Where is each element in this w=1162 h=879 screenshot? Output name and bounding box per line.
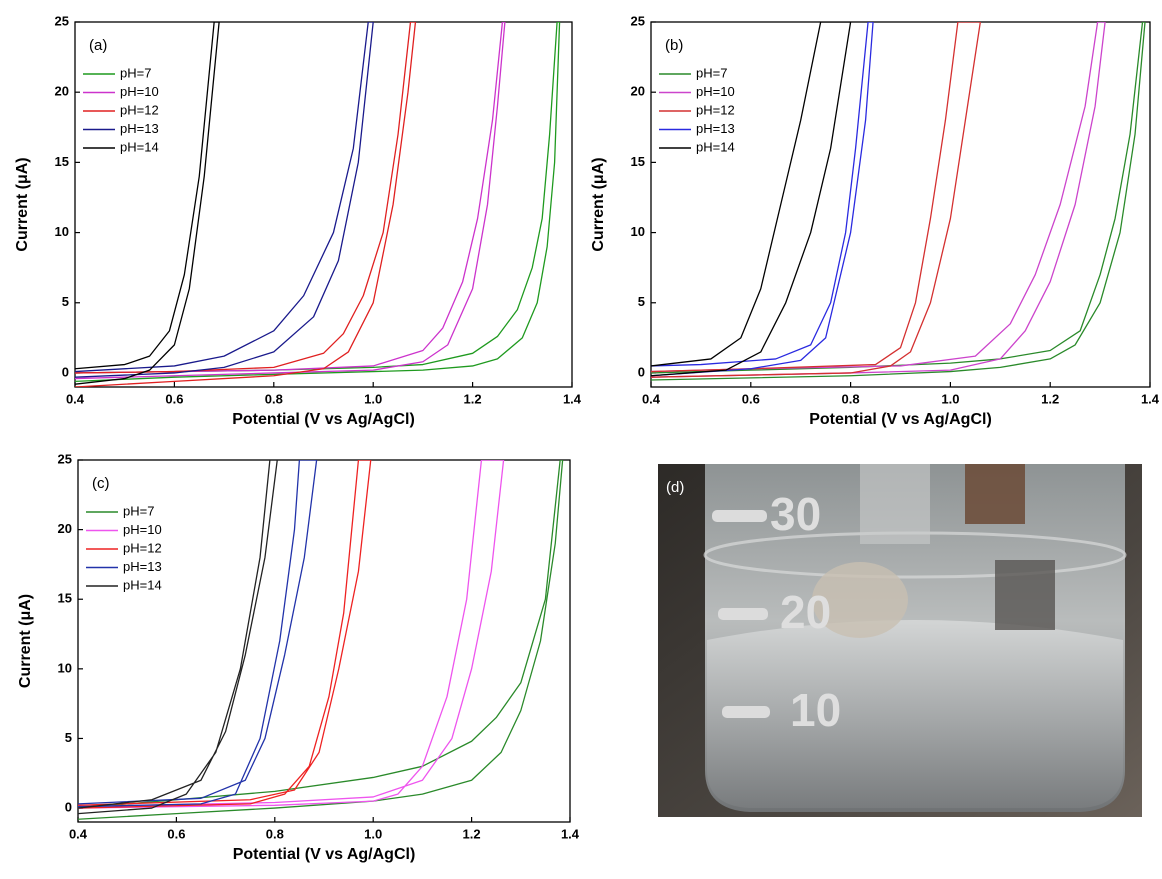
x-tick-label: 1.4 — [1141, 391, 1160, 406]
y-tick-label: 5 — [65, 730, 72, 745]
legend-label: pH=13 — [123, 559, 162, 574]
legend-label: pH=13 — [696, 121, 735, 136]
legend-label: pH=10 — [123, 522, 162, 537]
data-line — [651, 22, 1146, 381]
x-tick-label: 1.0 — [941, 391, 959, 406]
data-line — [651, 22, 852, 377]
data-line — [75, 22, 374, 378]
panel: 0.4 0.6 0.8 1.0 1.2 1.4 0 5 10 15 20 25 Potential (V… — [17, 451, 580, 863]
y-tick-label: 10 — [55, 224, 69, 239]
legend-label: pH=7 — [123, 503, 154, 518]
x-tick-label: 0.4 — [66, 391, 85, 406]
data-line — [75, 22, 220, 385]
legend-label: pH=14 — [120, 139, 159, 154]
y-tick-label: 25 — [55, 13, 69, 28]
legend-label: pH=12 — [123, 540, 162, 555]
graduation-label: 20 — [780, 586, 831, 638]
y-tick-label: 20 — [631, 84, 645, 99]
x-tick-label: 0.8 — [265, 391, 283, 406]
data-line — [651, 22, 874, 377]
y-tick-label: 10 — [631, 224, 645, 239]
data-line — [78, 460, 278, 815]
photo: 30 20 10 (d) — [658, 464, 1142, 817]
graduation — [712, 510, 767, 522]
series-group — [651, 22, 1146, 381]
y-tick-label: 15 — [55, 154, 69, 169]
x-tick-label: 1.4 — [561, 826, 580, 841]
solution — [707, 620, 1123, 808]
y-tick-label: 25 — [631, 13, 645, 28]
graduation-label: 10 — [790, 684, 841, 736]
data-line — [75, 22, 561, 383]
panel-label: (c) — [92, 475, 110, 492]
y-tick-label: 25 — [58, 451, 72, 466]
legend-label: pH=13 — [120, 121, 159, 136]
x-tick-label: 0.8 — [842, 391, 860, 406]
y-tick-label: 0 — [65, 800, 72, 815]
y-axis-title: Current (μA) — [17, 594, 34, 688]
data-line — [78, 460, 564, 820]
legend-label: pH=10 — [120, 84, 159, 99]
electrode — [812, 562, 908, 638]
electrode-holder — [860, 464, 930, 544]
y-tick-label: 5 — [638, 294, 645, 309]
x-tick-label: 0.6 — [167, 826, 185, 841]
graduation — [722, 706, 770, 718]
x-tick-label: 0.8 — [266, 826, 284, 841]
y-tick-label: 10 — [58, 660, 72, 675]
y-tick-label: 0 — [62, 364, 69, 379]
panel-label: (d) — [666, 479, 684, 496]
x-tick-label: 1.2 — [464, 391, 482, 406]
legend-label: pH=12 — [696, 102, 735, 117]
panel: 0.4 0.6 0.8 1.0 1.2 1.4 0 5 10 15 20 25 Potential (V… — [14, 13, 582, 428]
plot-frame — [77, 459, 571, 823]
x-tick-label: 1.4 — [563, 391, 582, 406]
x-tick-label: 0.4 — [69, 826, 88, 841]
data-line — [78, 460, 318, 808]
y-axis-title: Current (μA) — [590, 157, 607, 251]
y-tick-label: 15 — [58, 591, 72, 606]
series-group — [75, 22, 561, 387]
x-axis-title: Potential (V vs Ag/AgCl) — [233, 846, 416, 863]
x-axis-title: Potential (V vs Ag/AgCl) — [232, 411, 415, 428]
data-line — [78, 460, 505, 809]
panel: 0.4 0.6 0.8 1.0 1.2 1.4 0 5 10 15 20 25 Potential (V… — [590, 13, 1160, 428]
data-line — [75, 22, 506, 380]
y-tick-label: 15 — [631, 154, 645, 169]
legend-label: pH=10 — [696, 84, 735, 99]
x-tick-label: 0.6 — [742, 391, 760, 406]
y-tick-label: 20 — [58, 521, 72, 536]
clip — [965, 464, 1025, 524]
y-axis-title: Current (μA) — [14, 157, 31, 251]
graduation — [718, 608, 768, 620]
panel-label: (b) — [665, 37, 683, 54]
panel-label: (a) — [89, 37, 107, 54]
data-line — [651, 22, 1106, 378]
data-line — [651, 22, 981, 378]
legend-label: pH=7 — [696, 65, 727, 80]
x-tick-label: 1.0 — [364, 391, 382, 406]
legend-label: pH=14 — [696, 139, 735, 154]
x-tick-label: 0.4 — [642, 391, 661, 406]
x-tick-label: 1.2 — [1041, 391, 1059, 406]
graduation-label: 30 — [770, 488, 821, 540]
counter-electrode — [995, 560, 1055, 630]
x-axis-title: Potential (V vs Ag/AgCl) — [809, 411, 992, 428]
legend-label: pH=7 — [120, 65, 151, 80]
plot-frame — [74, 21, 573, 388]
x-tick-label: 0.6 — [165, 391, 183, 406]
y-tick-label: 0 — [638, 364, 645, 379]
plot-frame — [650, 21, 1151, 388]
data-line — [75, 22, 417, 387]
x-tick-label: 1.0 — [364, 826, 382, 841]
legend-label: pH=12 — [120, 102, 159, 117]
data-line — [78, 460, 372, 809]
y-tick-label: 20 — [55, 84, 69, 99]
y-tick-label: 5 — [62, 294, 69, 309]
x-tick-label: 1.2 — [463, 826, 481, 841]
series-group — [78, 460, 564, 820]
legend-label: pH=14 — [123, 577, 162, 592]
